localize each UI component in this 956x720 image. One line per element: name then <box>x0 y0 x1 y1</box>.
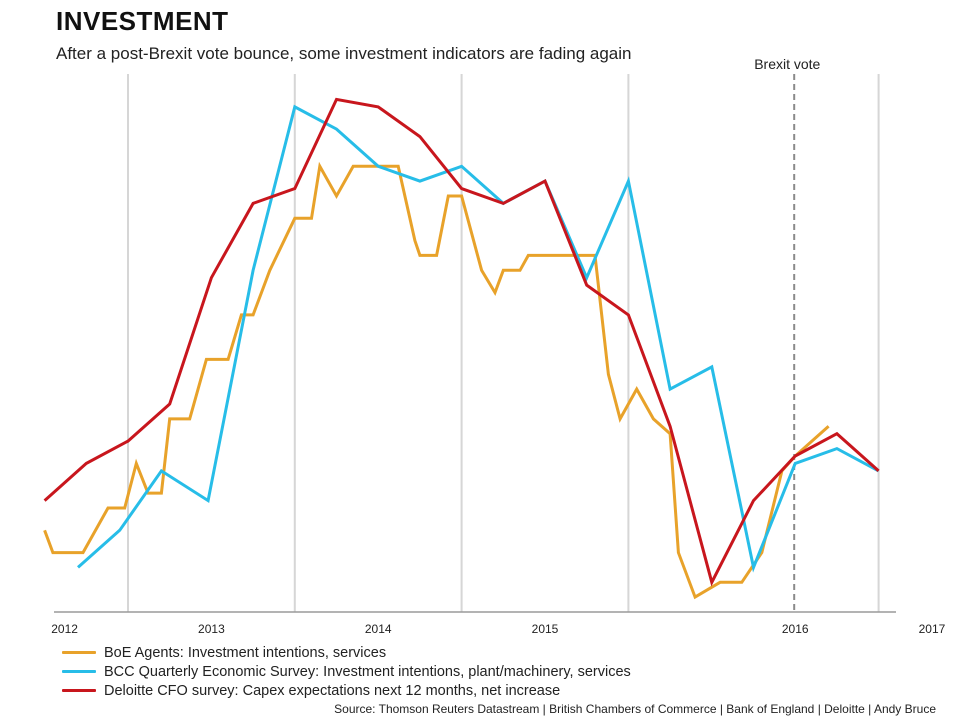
legend-swatch-boe-agents <box>62 651 96 654</box>
x-tick-label-2017: 2017 <box>919 622 946 636</box>
x-tick-labels: 2012 2013 2014 2015 2016 2017 <box>51 622 945 636</box>
series-line-bcc-survey <box>77 104 880 573</box>
brexit-vote-label: Brexit vote <box>754 56 820 72</box>
legend-swatch-bcc-survey <box>62 670 96 673</box>
series-line-boe-agents <box>43 161 830 600</box>
legend-label-boe-agents: BoE Agents: Investment intentions, servi… <box>104 644 387 661</box>
series-line-deloitte-cfo <box>43 97 880 587</box>
legend-swatch-deloitte-cfo <box>62 689 96 692</box>
x-tick-label-2013: 2013 <box>198 622 225 636</box>
x-tick-label-2014: 2014 <box>365 622 392 636</box>
legend-item-bcc-survey: BCC Quarterly Economic Survey: Investmen… <box>62 662 631 681</box>
legend-item-boe-agents: BoE Agents: Investment intentions, servi… <box>62 643 631 662</box>
chart-title: INVESTMENT <box>56 6 229 36</box>
legend: BoE Agents: Investment intentions, servi… <box>62 643 631 700</box>
x-tick-label-2012: 2012 <box>51 622 78 636</box>
series-lines <box>43 97 880 600</box>
x-tick-label-2015: 2015 <box>532 622 559 636</box>
grid-lines <box>127 74 880 612</box>
chart-subtitle: After a post-Brexit vote bounce, some in… <box>56 44 632 63</box>
brexit-annotation: Brexit vote <box>754 56 821 612</box>
x-tick-label-2016: 2016 <box>782 622 809 636</box>
legend-label-bcc-survey: BCC Quarterly Economic Survey: Investmen… <box>104 663 631 680</box>
legend-label-deloitte-cfo: Deloitte CFO survey: Capex expectations … <box>104 682 561 699</box>
source-note: Source: Thomson Reuters Datastream | Bri… <box>334 702 936 716</box>
legend-item-deloitte-cfo: Deloitte CFO survey: Capex expectations … <box>62 681 631 700</box>
